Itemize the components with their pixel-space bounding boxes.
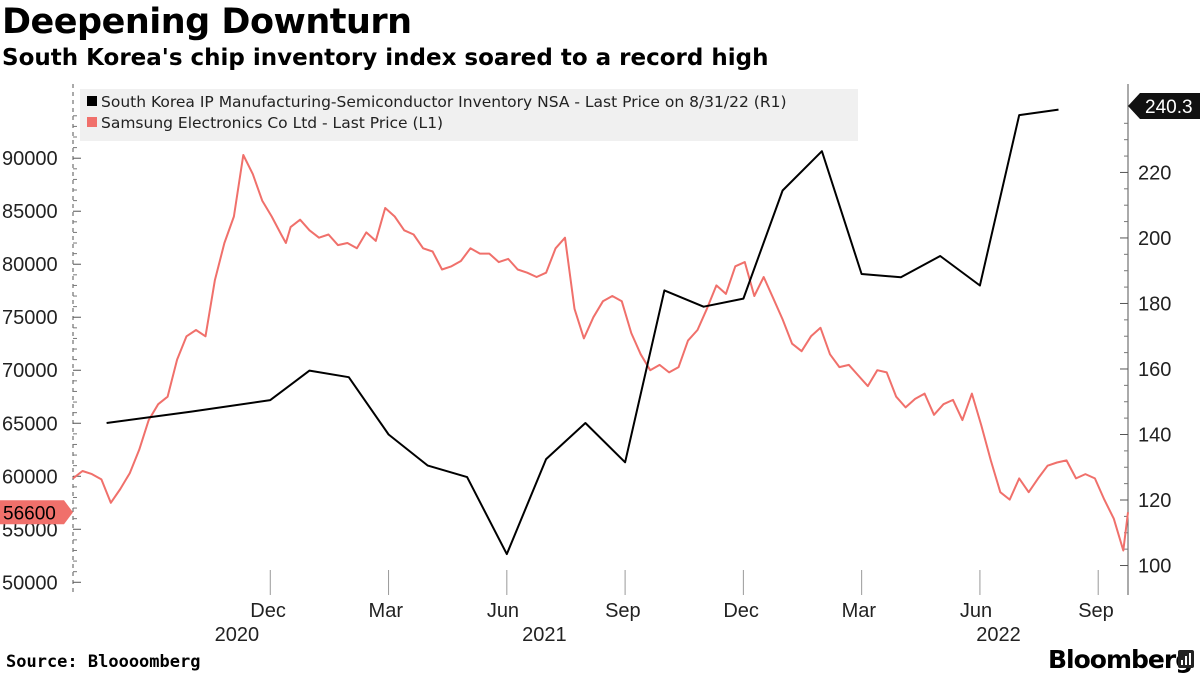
left-tick-label: 60000: [2, 466, 58, 488]
legend-box: [80, 89, 858, 141]
right-tick-label: 120: [1138, 490, 1171, 512]
x-tick-label: Jun: [487, 600, 519, 622]
left-tick-label: 50000: [2, 572, 58, 594]
left-tick-label: 80000: [2, 254, 58, 276]
legend-label-samsung: Samsung Electronics Co Ltd - Last Price …: [101, 114, 443, 132]
right-tick-label: 140: [1138, 424, 1171, 446]
right-tick-label: 220: [1138, 162, 1171, 184]
bloomberg-logo: Bloomberg: [1048, 645, 1193, 674]
right-tick-label: 100: [1138, 556, 1171, 578]
source-note: Source: Bloooomberg: [6, 652, 201, 672]
left-tick-label: 75000: [2, 307, 58, 329]
legend-swatch-samsung: [87, 117, 97, 127]
inventory-index-line: [106, 108, 1059, 556]
right-tick-label: 200: [1138, 228, 1171, 250]
inventory-last-value-tag: [1128, 92, 1200, 119]
left-tick-label: 65000: [2, 413, 58, 435]
bloomberg-terminal-icon: [1178, 650, 1194, 668]
x-year-label: 2021: [522, 624, 567, 646]
chart-title: Deepening Downturn: [2, 2, 412, 42]
x-tick-label: Sep: [605, 600, 641, 622]
chart-subtitle: South Korea's chip inventory index soare…: [2, 45, 769, 71]
inventory-last-value-label: 240.3: [1145, 97, 1193, 118]
left-tick-label: 70000: [2, 360, 58, 382]
left-tick-label: 90000: [2, 148, 58, 170]
right-tick-label: 160: [1138, 359, 1171, 381]
right-tick-label: 180: [1138, 293, 1171, 315]
x-tick-label: Dec: [250, 600, 286, 622]
x-tick-label: Sep: [1078, 600, 1114, 622]
x-tick-label: Mar: [369, 600, 404, 622]
samsung-last-value-label: 56600: [3, 503, 56, 524]
samsung-price-line: [72, 154, 1129, 552]
left-tick-label: 85000: [2, 201, 58, 223]
legend-swatch-inventory: [87, 96, 97, 106]
x-tick-label: Dec: [723, 600, 759, 622]
legend-label-inventory: South Korea IP Manufacturing-Semiconduct…: [101, 93, 787, 111]
x-tick-label: Mar: [842, 600, 877, 622]
x-year-label: 2022: [976, 624, 1021, 646]
x-year-label: 2020: [215, 624, 259, 646]
samsung-last-value-tag: [0, 500, 73, 525]
left-tick-label: 55000: [2, 519, 58, 541]
x-tick-label: Jun: [960, 600, 992, 622]
